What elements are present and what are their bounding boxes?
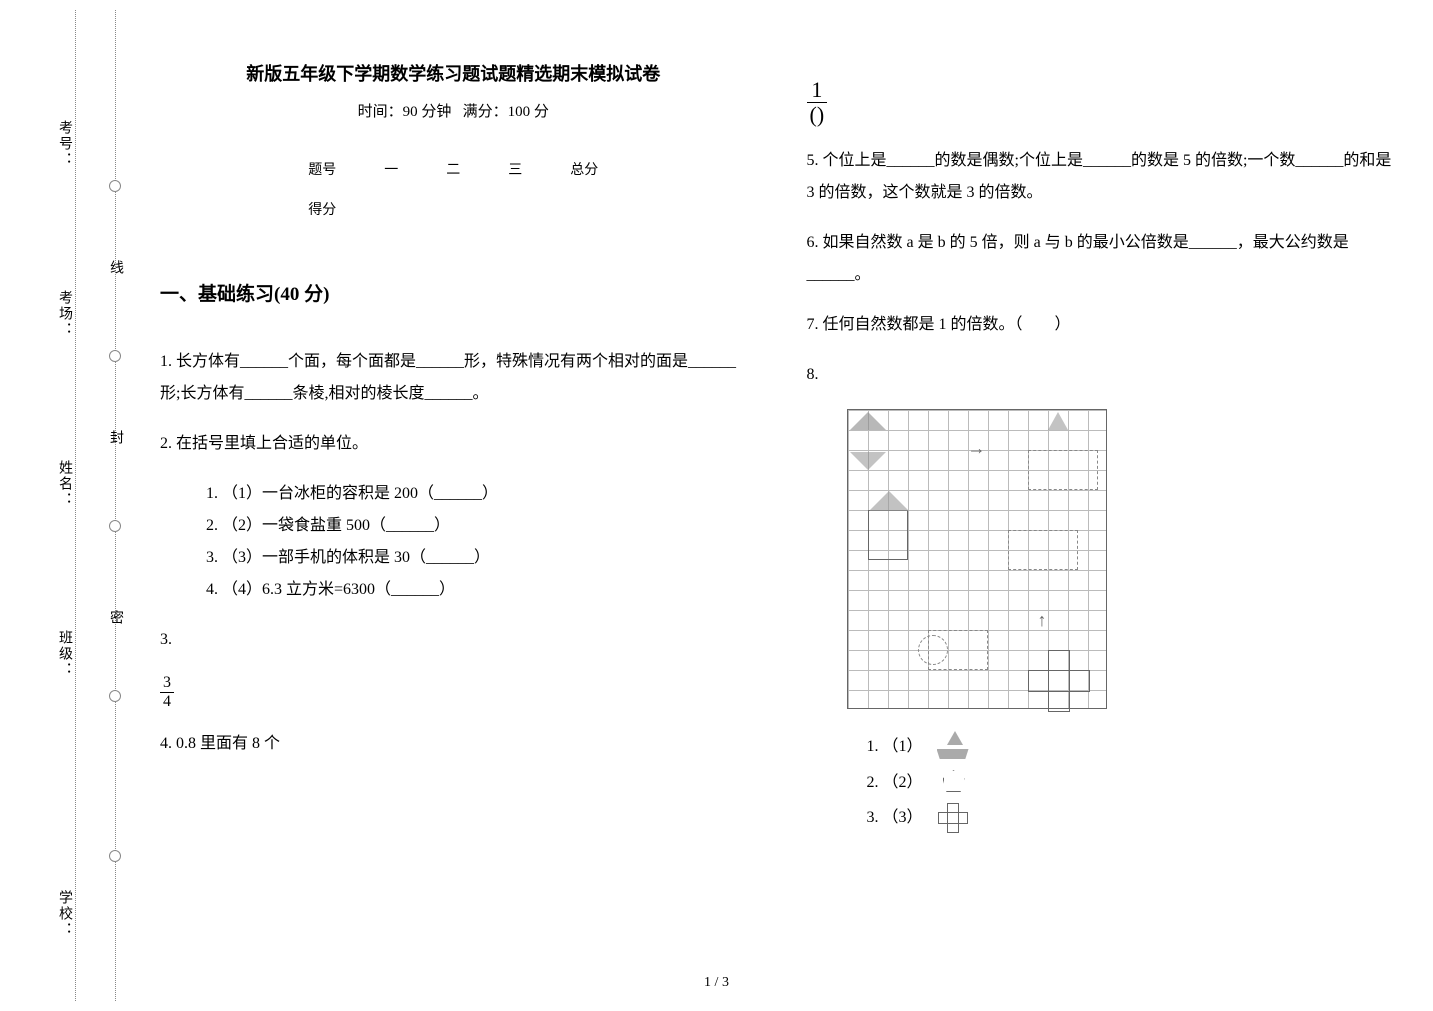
question-label: 8. [807,359,1394,391]
seal-char: 密 [105,610,125,624]
denominator: () [807,103,828,127]
binding-margin: 考号： 考场： 姓名： 班级： 学校： 线 封 密 [50,10,140,1001]
th: 三 [484,149,546,189]
table-row: 题号 一 二 三 总分 [284,149,622,189]
sub-item: 4. （4）6.3 立方米=6300（______） [206,574,747,606]
cell [360,189,422,229]
arrow-up-icon: ↑ [1038,610,1047,631]
sub-item: 3. （3）一部手机的体积是 30（______） [206,542,747,574]
th: 二 [422,149,484,189]
th: 一 [360,149,422,189]
binding-label: 班级： [54,630,74,678]
binding-label: 考场： [54,290,74,338]
doc-subtitle: 时间：90 分钟 满分：100 分 [160,100,747,121]
circle-marker [109,180,121,192]
grid-figure: → ↑ [847,409,1107,709]
time-label: 时间：90 分钟 [358,104,452,120]
dotted-line-inner [75,10,76,1001]
fraction: 3 4 [160,674,747,710]
question-label: 3. [160,624,747,656]
score-table: 题号 一 二 三 总分 得分 [284,149,622,229]
circle-marker [109,850,121,862]
cell [546,189,622,229]
section-heading: 一、基础练习(40 分) [160,279,747,306]
cell [422,189,484,229]
circle-dashed-icon [918,635,948,665]
arrow-right-icon: → [968,438,986,459]
table-row: 得分 [284,189,622,229]
sub-label: 3. （3） [867,800,923,835]
question: 7. 任何自然数都是 1 的倍数。（ ） [807,309,1394,341]
sub-item: 2. （2）一袋食盐重 500（______） [206,510,747,542]
th: 题号 [284,149,360,189]
boat-icon [933,731,973,763]
pentagon-icon [933,766,973,798]
circle-marker [109,520,121,532]
house-icon [868,510,908,560]
triangle-icon [850,412,886,430]
doc-title: 新版五年级下学期数学练习题试题精选期末模拟试卷 [160,60,747,86]
numerator: 3 [160,674,174,693]
content-area: 新版五年级下学期数学练习题试题精选期末模拟试卷 时间：90 分钟 满分：100 … [160,60,1393,971]
circle-marker [109,350,121,362]
circle-marker [109,690,121,702]
sub-label: 1. （1） [867,729,923,764]
triangle-icon [850,452,886,470]
plus-shape-icon [1028,650,1088,710]
numerator: 1 [807,78,828,103]
sub-item: 3. （3） [867,800,1394,835]
sub-item: 1. （1）一台冰柜的容积是 200（______） [206,478,747,510]
th: 总分 [546,149,622,189]
fullscore-label: 满分：100 分 [463,104,549,120]
question: 5. 个位上是______的数是偶数;个位上是______的数是 5 的倍数;一… [807,145,1394,209]
denominator: 4 [160,693,174,711]
dashed-box [1008,530,1078,570]
question: 6. 如果自然数 a 是 b 的 5 倍，则 a 与 b 的最小公倍数是____… [807,227,1394,291]
seal-char: 线 [105,260,125,274]
fraction: 1 () [807,78,1394,127]
question: 2. 在括号里填上合适的单位。 [160,428,747,460]
cell [484,189,546,229]
sub-item: 2. （2） [867,765,1394,800]
question: 4. 0.8 里面有 8 个 [160,728,747,760]
row-label: 得分 [284,189,360,229]
sub-label: 2. （2） [867,765,923,800]
binding-label: 姓名： [54,460,74,508]
plus-icon [933,801,973,833]
page-number: 1 / 3 [704,975,729,991]
triangle-icon [1048,412,1068,430]
question: 1. 长方体有______个面，每个面都是______形，特殊情况有两个相对的面… [160,346,747,410]
binding-label: 考号： [54,120,74,168]
sub-item: 1. （1） [867,729,1394,764]
dashed-box [1028,450,1098,490]
binding-label: 学校： [54,890,74,938]
seal-char: 封 [105,430,125,444]
